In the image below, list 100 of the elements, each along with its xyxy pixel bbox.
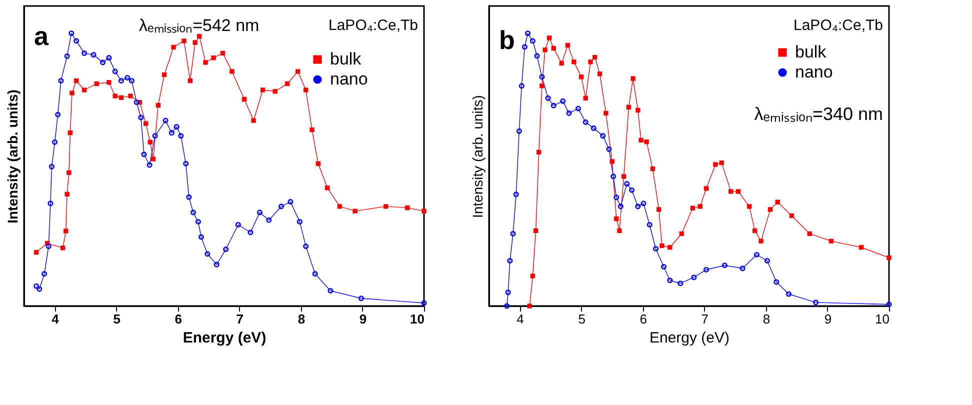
point — [728, 189, 734, 194]
point — [650, 166, 656, 172]
point — [256, 210, 262, 216]
point — [171, 44, 176, 50]
point — [758, 238, 764, 244]
point — [118, 95, 124, 100]
point — [296, 69, 300, 74]
point — [235, 222, 241, 228]
point — [858, 245, 864, 250]
point — [288, 199, 294, 205]
point — [691, 274, 697, 280]
point — [510, 230, 516, 236]
point — [34, 250, 39, 255]
point — [168, 130, 174, 136]
point — [352, 208, 358, 214]
point — [94, 81, 99, 86]
point — [134, 100, 140, 106]
point — [405, 205, 410, 210]
point — [722, 262, 728, 268]
point — [522, 44, 528, 50]
point — [128, 94, 133, 98]
point — [636, 108, 640, 113]
x-axis-title: Energy (eV) — [182, 330, 266, 346]
point — [600, 133, 606, 139]
legend-label: nano — [330, 70, 368, 88]
y-axis-title: Intensity (arb. units) — [4, 90, 20, 224]
point — [550, 102, 556, 108]
point — [540, 84, 544, 88]
point — [100, 60, 106, 66]
point — [52, 139, 58, 145]
point — [789, 213, 794, 218]
point — [337, 204, 342, 209]
point — [74, 38, 80, 44]
x-tick-label: 7 — [236, 312, 244, 326]
point — [42, 271, 48, 277]
x-tick-label: 4 — [52, 312, 60, 326]
point — [190, 210, 196, 216]
legend-label: bulk — [330, 50, 362, 68]
point — [618, 204, 624, 210]
point — [614, 216, 619, 222]
point — [162, 118, 168, 124]
point — [746, 204, 752, 209]
point — [698, 204, 702, 209]
annotation: b — [499, 25, 515, 55]
point — [90, 52, 96, 58]
point — [60, 246, 66, 250]
annotation: λₑₘᵢₛₛᵢₒₙ=340 nm — [754, 104, 883, 124]
x-tick-label: 6 — [174, 312, 182, 326]
point — [768, 207, 773, 212]
point — [285, 81, 290, 86]
point — [82, 88, 87, 92]
point — [186, 194, 192, 200]
point — [828, 238, 834, 244]
point — [736, 189, 741, 194]
point — [55, 112, 61, 118]
point — [266, 217, 272, 223]
point — [775, 200, 780, 204]
point — [507, 258, 513, 264]
point — [182, 38, 186, 44]
x-tick-label: 6 — [640, 312, 647, 326]
point — [518, 83, 524, 89]
point — [178, 133, 184, 139]
point — [248, 230, 254, 236]
point — [251, 118, 256, 123]
point — [667, 278, 673, 284]
point — [536, 150, 542, 155]
point — [656, 207, 662, 212]
point — [74, 78, 79, 84]
x-tick-label: 4 — [516, 312, 524, 326]
point — [572, 60, 576, 64]
point — [82, 50, 88, 56]
point — [752, 228, 758, 234]
point — [565, 42, 570, 48]
point — [719, 160, 724, 166]
point — [621, 174, 626, 179]
point — [704, 186, 709, 191]
point — [546, 36, 552, 40]
point — [886, 255, 892, 260]
point — [703, 266, 709, 272]
point — [653, 246, 659, 252]
point — [64, 228, 68, 234]
point — [106, 55, 112, 61]
point — [638, 138, 644, 143]
point — [764, 258, 770, 264]
x-tick-label: 9 — [824, 312, 832, 326]
point — [48, 200, 54, 206]
point — [604, 110, 608, 116]
point — [148, 140, 152, 144]
point — [64, 53, 70, 59]
point — [162, 72, 167, 78]
point — [606, 146, 612, 152]
point — [48, 164, 54, 170]
point — [786, 291, 792, 297]
point — [678, 280, 684, 286]
point — [610, 159, 614, 164]
point — [505, 290, 511, 296]
point — [754, 252, 760, 258]
point — [582, 119, 588, 125]
point — [530, 274, 536, 278]
point — [629, 187, 635, 193]
